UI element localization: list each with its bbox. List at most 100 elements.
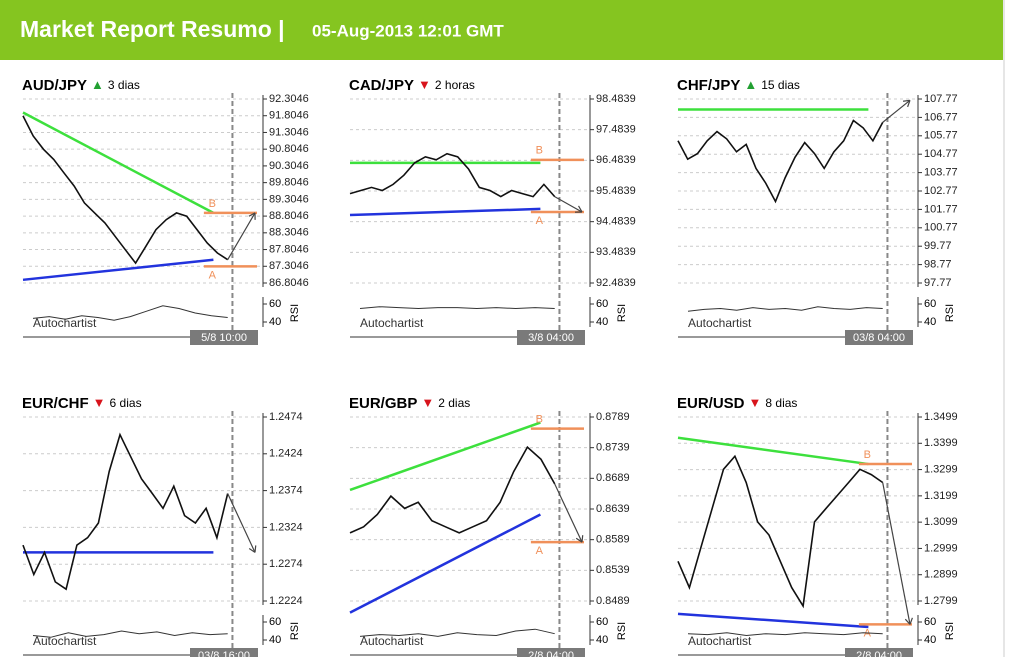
rsi-label: RSI — [289, 304, 301, 322]
rsi-tick-label: 40 — [596, 634, 608, 646]
y-tick-label: 103.77 — [924, 167, 958, 179]
pattern-label: B — [864, 449, 871, 461]
time-box — [190, 648, 258, 657]
period: 6 dias — [110, 396, 142, 410]
pair: EUR/GBP — [349, 395, 417, 412]
y-tick-label: 1.2474 — [269, 411, 303, 423]
time-label: 03/8 04:00 — [853, 332, 905, 344]
pattern-label: A — [209, 269, 217, 281]
resistance-line — [22, 111, 214, 215]
y-tick-label: 90.3046 — [269, 160, 309, 172]
time-box — [845, 330, 913, 345]
support-line — [22, 258, 214, 282]
y-tick-label: 100.77 — [924, 222, 958, 234]
watermark: Autochartist — [360, 634, 424, 648]
time-box — [845, 648, 913, 657]
y-tick-label: 1.3199 — [924, 490, 958, 502]
rsi-tick-label: 40 — [924, 634, 936, 646]
y-tick-label: 1.2899 — [924, 569, 958, 581]
panel-title: AUD/JPY ▲ 3 dias — [22, 77, 140, 94]
resistance-line — [349, 421, 541, 492]
trend-icon: ▼ — [93, 395, 106, 410]
rsi-label: RSI — [944, 304, 956, 322]
watermark: Autochartist — [33, 316, 97, 330]
support-line — [349, 207, 541, 217]
watermark: Autochartist — [360, 316, 424, 330]
y-tick-label: 1.2274 — [269, 558, 303, 570]
y-tick-label: 0.8539 — [596, 564, 630, 576]
y-tick-label: 1.3399 — [924, 437, 958, 449]
y-tick-label: 0.8689 — [596, 472, 630, 484]
rsi-label: RSI — [616, 304, 628, 322]
price-line — [22, 115, 229, 265]
y-tick-label: 98.4839 — [596, 93, 636, 105]
pattern-label: A — [536, 215, 544, 227]
time-box — [517, 330, 585, 345]
y-tick-label: 93.4839 — [596, 246, 636, 258]
y-tick-label: 98.77 — [924, 259, 952, 271]
arrow-head — [902, 99, 911, 108]
rsi-label: RSI — [616, 622, 628, 640]
y-tick-label: 89.8046 — [269, 177, 309, 189]
rsi-line — [32, 630, 228, 638]
time-box — [517, 648, 585, 657]
period: 3 dias — [108, 78, 140, 92]
support-line — [677, 612, 869, 629]
y-tick-label: 1.3099 — [924, 516, 958, 528]
pair: AUD/JPY — [22, 77, 87, 94]
period: 8 dias — [765, 396, 797, 410]
price-line — [349, 152, 556, 198]
rsi-tick-label: 60 — [269, 298, 281, 310]
y-tick-label: 91.3046 — [269, 126, 309, 138]
rsi-line — [687, 306, 883, 312]
projection-arrow — [882, 99, 911, 123]
y-tick-label: 96.4839 — [596, 154, 636, 166]
rsi-tick-label: 60 — [269, 616, 281, 628]
projection-arrow — [554, 196, 583, 213]
pattern-label: B — [536, 145, 543, 157]
period: 2 horas — [435, 78, 475, 92]
y-tick-label: 1.2374 — [269, 485, 303, 497]
trend-icon: ▲ — [91, 77, 104, 92]
rsi-line — [687, 632, 883, 637]
y-tick-label: 0.8589 — [596, 534, 630, 546]
arrow-head — [574, 205, 583, 213]
watermark: Autochartist — [688, 634, 752, 648]
price-line — [677, 119, 884, 204]
pattern-label: B — [209, 198, 216, 210]
y-tick-label: 87.3046 — [269, 260, 309, 272]
y-tick-label: 0.8739 — [596, 442, 630, 454]
time-label: 03/8 16:00 — [198, 650, 250, 657]
y-tick-label: 97.77 — [924, 277, 952, 289]
y-tick-label: 0.8489 — [596, 595, 630, 607]
y-tick-label: 89.3046 — [269, 193, 309, 205]
pattern-label: B — [536, 414, 543, 426]
rsi-tick-label: 40 — [596, 316, 608, 328]
panel-title: EUR/GBP ▼ 2 dias — [349, 395, 470, 412]
time-label: 2/8 04:00 — [528, 650, 574, 657]
header-title: Market Report Resumo | — [20, 16, 285, 42]
y-tick-label: 88.8046 — [269, 210, 309, 222]
rsi-line — [359, 628, 555, 637]
y-tick-label: 99.77 — [924, 240, 952, 252]
y-tick-label: 92.4839 — [596, 277, 636, 289]
arrow-head — [904, 617, 913, 625]
rsi-tick-label: 60 — [596, 298, 608, 310]
rsi-tick-label: 40 — [924, 316, 936, 328]
price-line — [349, 445, 556, 534]
y-tick-label: 97.4839 — [596, 124, 636, 136]
price-line — [677, 454, 884, 609]
y-tick-label: 107.77 — [924, 93, 958, 105]
time-label: 3/8 04:00 — [528, 332, 574, 344]
pair: CAD/JPY — [349, 77, 414, 94]
arrow-head — [248, 545, 257, 553]
projection-arrow — [554, 483, 583, 543]
y-tick-label: 0.8789 — [596, 411, 630, 423]
trend-icon: ▼ — [749, 395, 762, 410]
y-tick-label: 95.4839 — [596, 185, 636, 197]
time-box — [190, 330, 258, 345]
panel-title: EUR/USD ▼ 8 dias — [677, 395, 797, 412]
pair: CHF/JPY — [677, 77, 740, 94]
arrow-head — [248, 212, 256, 220]
